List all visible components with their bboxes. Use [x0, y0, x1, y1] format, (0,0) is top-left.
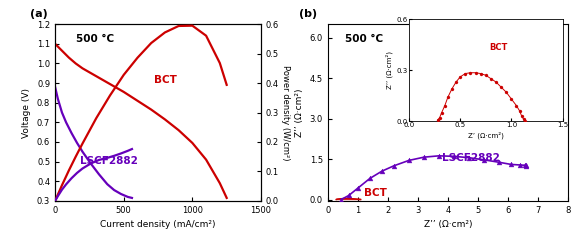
Text: 500 °C: 500 °C	[75, 34, 114, 44]
Y-axis label: Z’’ (Ω·cm²): Z’’ (Ω·cm²)	[386, 51, 393, 89]
X-axis label: Current density (mA/cm²): Current density (mA/cm²)	[100, 220, 216, 229]
Text: (b): (b)	[299, 9, 317, 19]
Text: BCT: BCT	[154, 75, 177, 85]
Y-axis label: Voltage (V): Voltage (V)	[23, 88, 31, 137]
Polygon shape	[336, 198, 361, 199]
Text: LSCF2882: LSCF2882	[81, 156, 139, 166]
Text: (a): (a)	[30, 9, 48, 19]
Y-axis label: Z’’ (Ω·cm²): Z’’ (Ω·cm²)	[295, 88, 304, 137]
X-axis label: Z’ (Ω·cm²): Z’ (Ω·cm²)	[468, 131, 503, 139]
X-axis label: Z’’ (Ω·cm²): Z’’ (Ω·cm²)	[424, 220, 472, 229]
Text: LSCF2882: LSCF2882	[442, 153, 500, 163]
Text: 500 °C: 500 °C	[345, 34, 383, 44]
Text: BCT: BCT	[489, 43, 507, 52]
Y-axis label: Power density (W/cm²): Power density (W/cm²)	[281, 65, 290, 160]
Text: BCT: BCT	[364, 188, 387, 198]
